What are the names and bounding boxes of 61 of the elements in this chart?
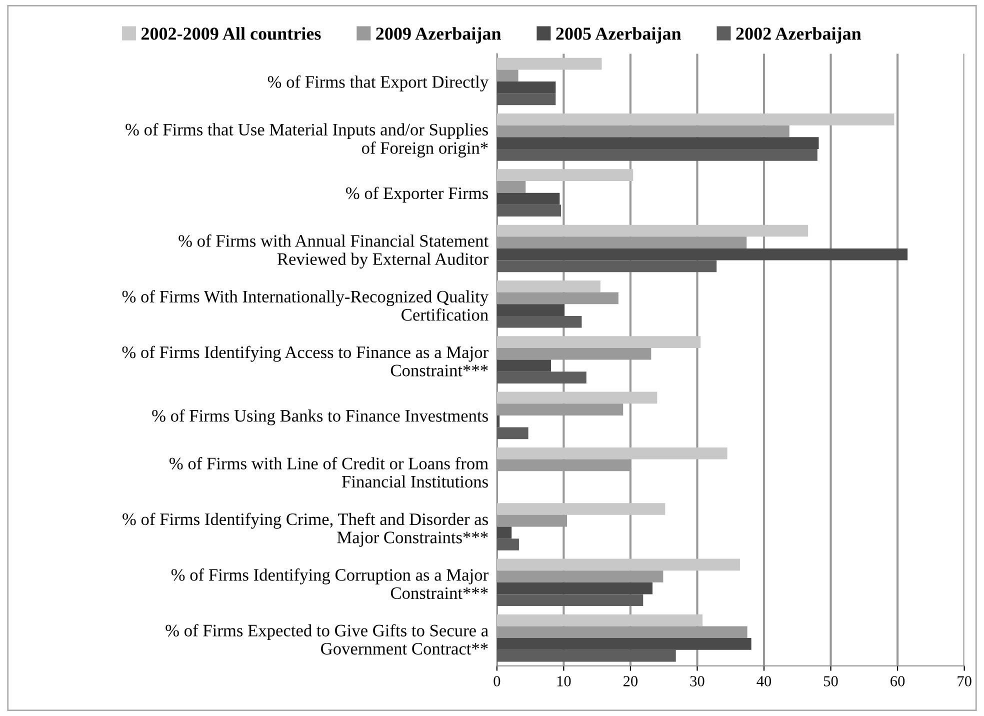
bar (496, 538, 519, 550)
bar (496, 614, 703, 626)
x-tick-label: 30 (690, 676, 704, 686)
x-tick-label: 60 (890, 676, 905, 686)
bar (496, 192, 560, 205)
bar (496, 224, 808, 237)
bar (496, 570, 664, 582)
y-tick-label: % of Firms Using Banks to Finance Investments (152, 409, 488, 426)
y-tick-label: % of Firms Identifying Access to Finance as a Major Constraint*** (122, 346, 488, 376)
y-tick-label: % of Firms with Line of Credit or Loans from Financial Institutions (170, 457, 488, 488)
bar (496, 638, 752, 650)
y-tick-label: % of Firms Identifying Crime, Theft and Disorder as Major Constraints*** (122, 512, 488, 547)
bar (496, 650, 676, 662)
legend-label: 2005 Azerbaijan (556, 27, 682, 44)
bar (496, 582, 652, 594)
y-tick-label: % of Exporter Firms (346, 186, 488, 203)
y-tick-label: % of Firms Expected to Give Gifts to Secure a Government Contract** (166, 624, 488, 655)
x-tick-label: 50 (824, 676, 838, 686)
bar (496, 93, 556, 106)
bar (496, 427, 528, 440)
legend-label: 2009 Azerbaijan (376, 27, 502, 44)
bar (496, 558, 740, 571)
bar (496, 204, 562, 216)
bar (496, 70, 518, 82)
y-tick-label: % of Firms with Annual Financial Statement Reviewed by External Auditor (178, 234, 488, 269)
bar (496, 125, 790, 138)
bar (496, 447, 728, 460)
bar (496, 292, 618, 304)
x-tick-label: 20 (623, 676, 638, 686)
bar (496, 114, 894, 126)
bar (496, 316, 582, 328)
bar (496, 248, 908, 260)
bar (496, 503, 666, 515)
bar (496, 260, 717, 272)
bar (496, 58, 602, 70)
y-tick-label: % of Firms that Use Material Inputs and/or Supplies of Foreign origin* (126, 123, 488, 158)
legend-label: 2002-2009 All countries (141, 27, 321, 40)
bar (496, 372, 586, 384)
bar (496, 336, 701, 348)
bar (496, 169, 634, 182)
bar (496, 304, 564, 316)
y-tick-label: % of Firms Identifying Corruption as a Major Constraint*** (171, 568, 488, 599)
bar (496, 626, 748, 638)
x-tick-label: 10 (557, 676, 571, 686)
bar (496, 82, 556, 94)
bar (496, 360, 552, 372)
bar (496, 236, 747, 248)
bar (496, 137, 819, 150)
y-tick-label: % of Firms that Export Directly (268, 75, 489, 92)
bar (496, 392, 658, 404)
x-tick-label: 70 (958, 676, 972, 686)
bar (496, 594, 644, 606)
bar (496, 415, 500, 428)
legend-label: 2002 Azerbaijan (736, 27, 862, 44)
x-tick-label: 40 (756, 676, 772, 686)
y-tick-label: % of Firms With Internationally-Recognized Quality Certification (122, 290, 489, 321)
bar (496, 280, 600, 292)
bar (496, 526, 512, 539)
x-tick-label: 0 (494, 676, 500, 686)
bar (496, 149, 818, 161)
bar (496, 181, 526, 193)
